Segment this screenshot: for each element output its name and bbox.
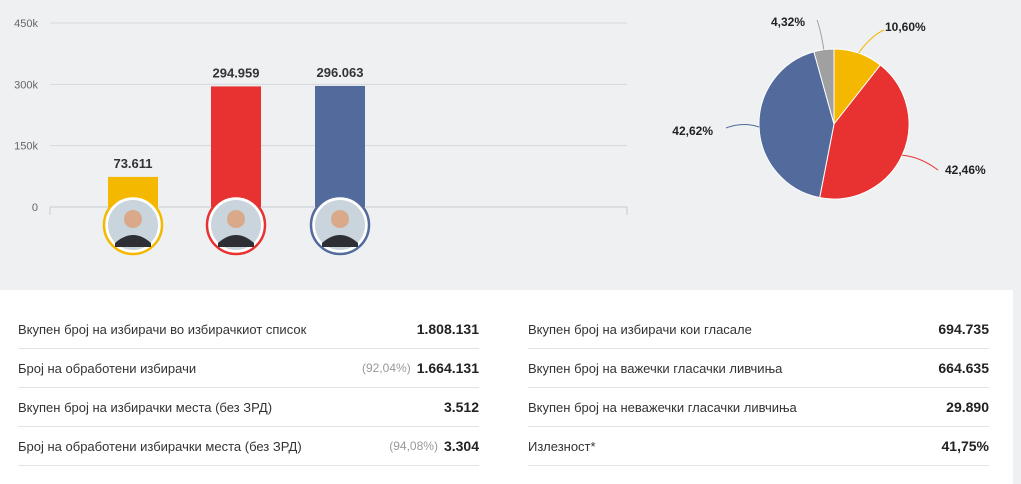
stat-label: Број на обработени избирачи	[18, 360, 197, 376]
pie-slice-label: 42,46%	[945, 163, 986, 177]
stat-label: Вкупен број на избирачи кои гласале	[528, 321, 752, 337]
stat-value: 694.735	[938, 321, 989, 337]
stats-panel: Вкупен број на избирачи во избирачкиот с…	[0, 290, 1013, 484]
pie-slice-label: 42,62%	[672, 124, 713, 138]
stat-value: 664.635	[938, 360, 989, 376]
bar-chart: 0 150k 300k 450k 73.611 294.959 296.063	[14, 18, 628, 256]
stat-row: Вкупен број на избирачки места (без ЗРД)…	[18, 388, 479, 427]
y-tick-label: 300k	[14, 79, 38, 91]
y-tick-label: 0	[32, 202, 38, 214]
portrait-head-icon	[331, 210, 349, 228]
y-tick-label: 150k	[14, 141, 38, 153]
stat-value: 41,75%	[941, 438, 989, 454]
portrait-head-icon	[124, 210, 142, 228]
stats-left-column: Вкупен број на избирачи во избирачкиот с…	[18, 310, 479, 466]
portrait-body-icon	[322, 235, 358, 247]
stat-value: 3.304	[443, 438, 479, 454]
stat-label: Вкупен број на избирачи во избирачкиот с…	[18, 321, 307, 337]
pie-slice	[813, 48, 835, 125]
candidate-avatar	[102, 194, 164, 256]
stat-label: Излезност*	[528, 438, 596, 454]
stat-row: Број на обработени избирачки места (без …	[18, 427, 479, 466]
stat-value: 1.664.131	[416, 360, 479, 376]
stat-row: Број на обработени избирачи (92,04%) 1.6…	[18, 349, 479, 388]
pie-connector	[816, 19, 825, 50]
stat-row: Вкупен број на избирачи кои гласале 694.…	[528, 310, 989, 349]
stat-label: Број на обработени избирачки места (без …	[18, 438, 302, 454]
stat-percent: (92,04%)	[362, 361, 411, 375]
stat-row: Излезност* 41,75%	[528, 427, 989, 466]
portrait-body-icon	[218, 235, 254, 247]
portrait-head-icon	[227, 210, 245, 228]
stat-row: Вкупен број на важечки гласачки ливчиња …	[528, 349, 989, 388]
stat-value: 1.808.131	[416, 321, 479, 337]
stat-row: Вкупен број на избирачи во избирачкиот с…	[18, 310, 479, 349]
stat-percent: (94,08%)	[389, 439, 438, 453]
bar-value-label: 73.611	[113, 156, 152, 171]
y-tick-label: 450k	[14, 18, 38, 30]
portrait-body-icon	[115, 235, 151, 247]
bar-value-label: 294.959	[213, 65, 260, 80]
bar	[315, 85, 365, 207]
pie-slice	[819, 64, 910, 200]
pie-slice	[758, 51, 835, 199]
pie-chart: 10,60% 42,46% 42,62% 4,32%	[672, 15, 986, 200]
pie-connector	[902, 154, 939, 171]
charts-area: 0 150k 300k 450k 73.611 294.959 296.063 10,60%…	[14, 15, 986, 256]
candidate-avatar	[309, 194, 371, 256]
bar	[211, 86, 261, 207]
candidate-avatar	[205, 194, 267, 256]
stat-label: Вкупен број на важечки гласачки ливчиња	[528, 360, 783, 376]
pie-slice-label: 4,32%	[771, 15, 805, 29]
pie-slice-label: 10,60%	[885, 20, 926, 34]
stat-value: 29.890	[946, 399, 989, 415]
stats-right-column: Вкупен број на избирачи кои гласале 694.…	[528, 310, 989, 466]
stat-label: Вкупен број на неважечки гласачки ливчињ…	[528, 399, 797, 415]
bar-value-label: 296.063	[317, 65, 364, 80]
pie-connector	[858, 29, 885, 54]
stat-row: Вкупен број на неважечки гласачки ливчињ…	[528, 388, 989, 427]
stat-value: 3.512	[443, 399, 479, 415]
pie-connector	[725, 123, 760, 129]
stat-label: Вкупен број на избирачки места (без ЗРД)	[18, 399, 273, 415]
